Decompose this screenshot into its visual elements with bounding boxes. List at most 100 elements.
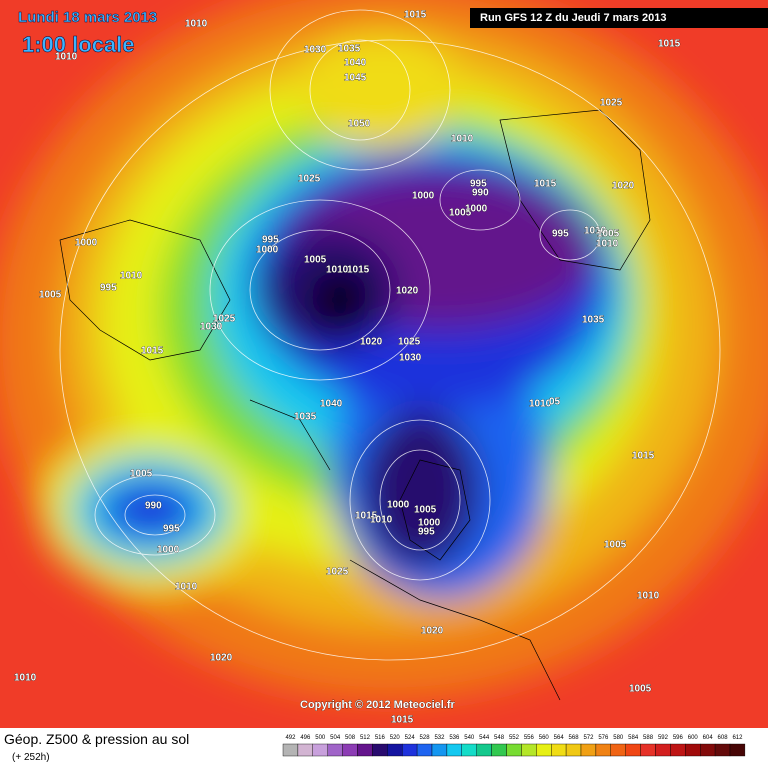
colorbar-swatch bbox=[446, 743, 462, 757]
isobar-label: 1005 bbox=[414, 505, 437, 516]
run-label: Run GFS 12 Z du Jeudi 7 mars 2013 bbox=[480, 12, 666, 24]
isobar-label: 1020 bbox=[360, 337, 383, 348]
isobar-label: 1025 bbox=[326, 567, 349, 578]
isobar-label: 1005 bbox=[604, 540, 627, 551]
colorbar-label: 544 bbox=[479, 735, 490, 741]
colorbar-swatch bbox=[610, 743, 626, 757]
colorbar-label: 580 bbox=[613, 735, 624, 741]
colorbar-swatch bbox=[655, 743, 671, 757]
colorbar-swatch bbox=[714, 743, 731, 757]
isobar-label: 1020 bbox=[612, 181, 635, 192]
colorbar-swatch bbox=[565, 743, 582, 757]
isobar-label: 1005 bbox=[304, 255, 327, 266]
isobar-label: 1010 bbox=[185, 19, 208, 30]
isobar-label: 1020 bbox=[421, 626, 444, 637]
isobar-label: 1010 bbox=[370, 515, 393, 526]
isobar-label: 1010 bbox=[451, 134, 474, 145]
isobar-label: 990 bbox=[145, 501, 162, 512]
colorbar-label: 592 bbox=[658, 735, 669, 741]
isobar-label: 1000 bbox=[75, 238, 98, 249]
isobar-label: 1030 bbox=[200, 322, 223, 333]
colorbar-swatch bbox=[297, 743, 313, 757]
isobar-label: 1025 bbox=[398, 337, 421, 348]
copyright: Copyright © 2012 Meteociel.fr bbox=[300, 699, 456, 711]
colorbar-swatch bbox=[685, 743, 701, 757]
isobar-label: 1000 bbox=[387, 500, 410, 511]
isobar-label: 995 bbox=[552, 229, 569, 240]
isobar-label: 1025 bbox=[213, 314, 236, 325]
colorbar-label: 524 bbox=[405, 735, 416, 741]
isobar-label: 1020 bbox=[210, 653, 233, 664]
colorbar-label: 588 bbox=[643, 735, 654, 741]
isobar-label: 1045 bbox=[344, 73, 367, 84]
isobar-label: 1035 bbox=[338, 44, 361, 55]
colorbar-label: 604 bbox=[703, 735, 714, 741]
colorbar-swatch bbox=[536, 743, 552, 757]
isobar-label: 1030 bbox=[304, 45, 327, 56]
colorbar-label: 500 bbox=[315, 735, 326, 741]
colorbar-label: 496 bbox=[300, 735, 311, 741]
colorbar-swatch bbox=[342, 743, 358, 757]
isobar-label: 1015 bbox=[404, 10, 427, 21]
isobar-label: 1000 bbox=[418, 518, 441, 529]
map-field bbox=[0, 0, 768, 728]
isobar-label: 1010 bbox=[326, 265, 349, 276]
isobar-label: 1015 bbox=[632, 451, 655, 462]
colorbar-swatch bbox=[357, 743, 373, 757]
isobar-label: 1035 bbox=[294, 412, 317, 423]
colorbar-label: 568 bbox=[569, 735, 580, 741]
colorbar-swatch bbox=[595, 743, 612, 757]
isobar-label: 1005 bbox=[597, 229, 620, 240]
isobar-label: 1000 bbox=[157, 545, 180, 556]
colorbar-label: 528 bbox=[420, 735, 431, 741]
isobars bbox=[59, 9, 721, 661]
isobar-label: 1010 bbox=[14, 673, 37, 684]
isobar-label: 995 bbox=[163, 524, 180, 535]
colorbar-swatch bbox=[625, 743, 641, 757]
colorbar-swatch bbox=[551, 743, 567, 757]
colorbar-label: 584 bbox=[628, 735, 639, 741]
colorbar-swatch bbox=[580, 743, 597, 757]
isobar-label: 990 bbox=[472, 188, 489, 199]
colorbar-label: 548 bbox=[494, 735, 505, 741]
colorbar-label: 504 bbox=[330, 735, 341, 741]
isobar-label: 1015 bbox=[355, 511, 378, 522]
colorbar-swatch bbox=[640, 743, 656, 757]
isobar-label: 1010 bbox=[120, 271, 143, 282]
colorbar-label: 576 bbox=[598, 735, 609, 741]
colorbar-swatch bbox=[461, 743, 477, 757]
isobar-label: 995 bbox=[470, 179, 487, 190]
colorbar-swatch bbox=[416, 743, 433, 757]
isobar-label: 1025 bbox=[298, 174, 321, 185]
colorbar-label: 492 bbox=[285, 735, 296, 741]
isobar-label: 1005 bbox=[130, 469, 153, 480]
isobar-label: 1015 bbox=[658, 39, 681, 50]
colorbar-label: 572 bbox=[583, 735, 594, 741]
colorbar-label: 600 bbox=[688, 735, 699, 741]
colorbar-swatch bbox=[476, 743, 492, 757]
colorbar-label: 532 bbox=[434, 735, 445, 741]
colorbar-label: 560 bbox=[539, 735, 550, 741]
colorbar-label: 596 bbox=[673, 735, 684, 741]
time-label: 1:00 locale bbox=[22, 32, 135, 57]
isobar-label: 1035 bbox=[582, 315, 605, 326]
colorbar-label: 608 bbox=[718, 735, 729, 741]
colorbar-swatch bbox=[670, 743, 686, 757]
isobar-label: 995 bbox=[100, 283, 117, 294]
footer-title: Géop. Z500 & pression au sol bbox=[4, 731, 189, 747]
isobar-label: 1000 bbox=[256, 245, 279, 256]
colorbar-swatch bbox=[729, 743, 746, 757]
colorbar-label: 536 bbox=[449, 735, 460, 741]
colorbar-swatch bbox=[402, 743, 418, 757]
isobar-label: 1015 bbox=[347, 265, 370, 276]
colorbar-swatch bbox=[372, 743, 388, 757]
coastlines bbox=[59, 109, 651, 701]
isobar-label: 1005 bbox=[629, 684, 652, 695]
isobar-label: 1015 bbox=[391, 715, 414, 726]
colorbar-label: 612 bbox=[732, 735, 743, 741]
footer-lead: (+ 252h) bbox=[12, 752, 50, 763]
isobar-label: 1005 bbox=[449, 208, 472, 219]
isobar-label: 05 bbox=[549, 397, 561, 408]
colorbar-label: 540 bbox=[464, 735, 475, 741]
